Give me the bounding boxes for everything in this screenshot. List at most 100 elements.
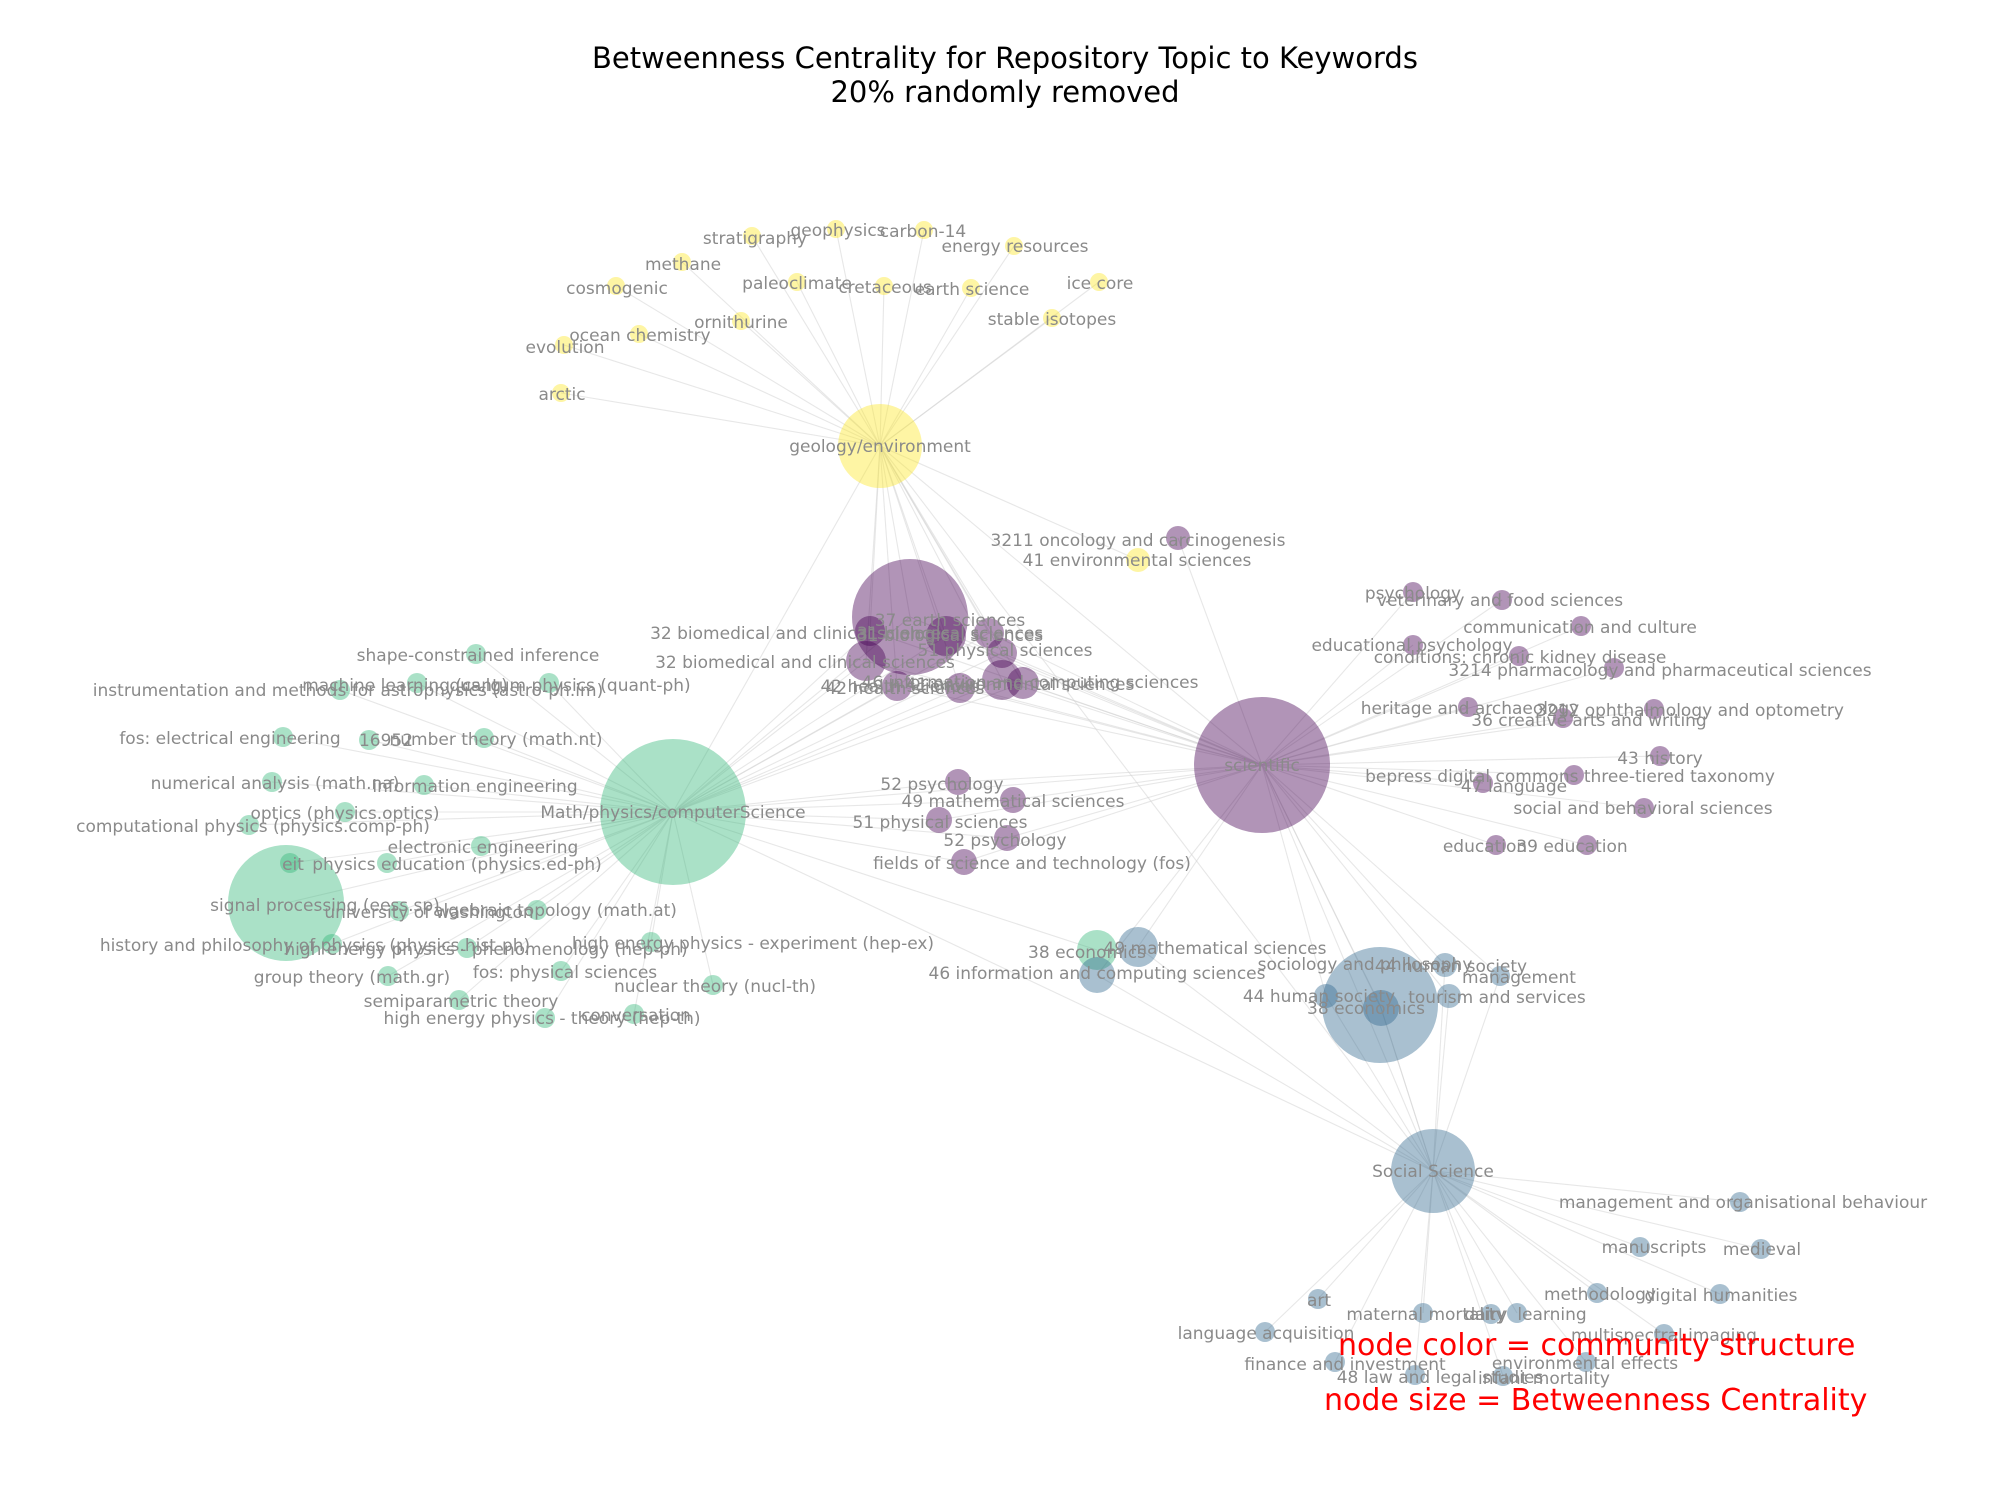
node-fos-electrical-engineering (273, 727, 293, 747)
node-high-energy-physics-phenomenology-hep-ph (457, 938, 477, 958)
hub-node-math (600, 739, 746, 885)
edge-x-geo-27 (879, 445, 898, 687)
node-label-communication-and-culture: communication and culture (1463, 618, 1697, 638)
node-social-and-behavioral-sciences (1634, 798, 1654, 818)
edge-math-21 (387, 811, 674, 977)
edge-x-math-19 (672, 811, 1008, 839)
node-label-finance-and-investment: finance and investment (1244, 1355, 1446, 1375)
edge-x-geo-30 (879, 445, 961, 689)
node-eit (280, 853, 300, 873)
edge-biomedical-23 (945, 635, 1263, 766)
node-label-bepress-digital-commons-three-tiered-taxonomy: bepress digital commons three-tiered tax… (1365, 767, 1775, 787)
node-46-information-and-computing-sciences (1007, 667, 1039, 699)
node-label-fos-physical-sciences: fos: physical sciences (473, 963, 657, 983)
edge-biomedical-20 (963, 764, 1263, 863)
node-label-methane: methane (645, 255, 721, 275)
node-methodology (1587, 1283, 1607, 1303)
edge-biomedical-1 (1261, 591, 1414, 766)
node-label-methodology: methodology (1544, 1285, 1656, 1305)
node-earth-science (962, 279, 980, 297)
edge-x-math-22 (672, 630, 871, 813)
node-36-creative-arts-and-writing (1553, 708, 1573, 728)
node-label-multispectral-imaging: multispectral imaging (1571, 1326, 1757, 1346)
node-label-49-mathematical-sciences: 49 mathematical sciences (902, 792, 1125, 812)
edge-x-math-25 (672, 652, 1003, 813)
node-label-instrumentation-and-methods-for-astrophysics-astro-ph-im: instrumentation and methods for astrophy… (93, 681, 603, 701)
node-43-history (1650, 746, 1670, 766)
edge-math-13 (289, 811, 674, 864)
node-stratigraphy (743, 227, 761, 245)
node-fos-physical-sciences (551, 961, 571, 981)
node-tourism-and-services (1437, 984, 1461, 1008)
node-sociology-and-philosophy (1322, 947, 1438, 1063)
edge-biomedical-27 (896, 685, 1263, 766)
edge-x-math-29 (672, 682, 1024, 813)
node-label-38-economics: 38 economics (1307, 999, 1425, 1019)
node-label-heritage-and-archaeology: heritage and archaeology (1361, 699, 1579, 719)
node-paleoclimate (788, 273, 806, 291)
node-language-acquisition (1255, 1322, 1275, 1342)
edge-biomedical-30 (959, 687, 1263, 766)
edge-math-geology (672, 445, 881, 813)
node-ice-core (1090, 273, 1108, 291)
edge-biomedical-29 (1022, 682, 1263, 766)
edge-math-22 (672, 811, 714, 986)
node-label-management: management (1462, 968, 1576, 988)
hub-node-scientific (1194, 697, 1330, 833)
node-psychology (1403, 582, 1423, 602)
node-label-evolution: evolution (526, 338, 605, 358)
node-label-44-human-society: 44 human society (1375, 957, 1527, 977)
node-evolution (555, 336, 573, 354)
node-16952 (359, 730, 379, 750)
edge-social-12 (1432, 1170, 1721, 1295)
node-38-economics (1077, 930, 1117, 970)
node-label-dairy: dairy (1465, 1305, 1508, 1325)
edge-x-sci-7 (1261, 764, 1382, 1009)
node-label-high-energy-physics-experiment-hep-ex: high energy physics - experiment (hep-ex… (572, 934, 934, 954)
node-medieval (1751, 1239, 1771, 1259)
edge-biomedical-25 (1001, 652, 1263, 766)
node-energy-resources (1005, 237, 1023, 255)
node-49-mathematical-sciences (1118, 927, 1158, 967)
node-label-36-creative-arts-and-writing: 36 creative arts and writing (1471, 711, 1706, 731)
edge-biomedical-13 (1261, 764, 1645, 809)
node-communication-and-culture (1571, 616, 1591, 636)
edge-math-26 (672, 811, 1098, 951)
node-bepress-digital-commons-three-tiered-taxonomy (1564, 765, 1584, 785)
edge-x-sci-6 (1261, 764, 1450, 997)
node-label-medieval: medieval (1723, 1240, 1801, 1260)
node-label-university-of-washington: university of washington (324, 903, 533, 923)
node-label-psychology: psychology (1365, 584, 1461, 604)
node-label-geophysics: geophysics (790, 221, 885, 241)
edge-social-1 (1096, 974, 1434, 1172)
node-heritage-and-archaeology (1458, 697, 1478, 717)
node-3211-oncology-and-carcinogenesis (1166, 526, 1190, 550)
edge-math-23 (458, 811, 674, 1001)
node-label-39-education: 39 education (1516, 837, 1627, 857)
edge-math-8 (423, 784, 674, 813)
edge-biomedical-12 (1261, 764, 1484, 784)
node-label-31-biological-sciences: 31 biological sciences (857, 626, 1043, 646)
node-ornithurine (732, 312, 750, 330)
node-university-of-washington (389, 901, 409, 921)
node-label-information-engineering: information engineering (372, 777, 577, 797)
node-label-cretaceous: cretaceous (838, 278, 931, 298)
node-label-digital-humanities: digital humanities (1645, 1286, 1798, 1306)
edge-math-6 (483, 737, 674, 813)
edge-x-sci-5 (1261, 764, 1327, 997)
edge-math-12 (386, 811, 674, 864)
node-label-carbon-14: carbon-14 (880, 222, 967, 242)
node-label-electronic-engineering: electronic engineering (388, 838, 579, 858)
edge-math-20 (560, 811, 674, 972)
node-label-44-human-society: 44 human society (1243, 987, 1395, 1007)
node-39-education (1577, 835, 1597, 855)
node-instrumentation-and-methods-for-astrophysics-astro-ph-im (330, 680, 350, 700)
node-shape-constrained-inference (466, 644, 486, 664)
edge-social-13 (1317, 1170, 1434, 1300)
node-label-ornithurine: ornithurine (694, 313, 788, 333)
node-label-nuclear-theory-nucl-th: nuclear theory (nucl-th) (614, 977, 816, 997)
node-veterinary-and-food-sciences (1492, 590, 1512, 610)
edge-geology-14 (560, 392, 881, 447)
node-group-theory-math-gr (378, 966, 398, 986)
edge-math-4 (282, 736, 674, 813)
